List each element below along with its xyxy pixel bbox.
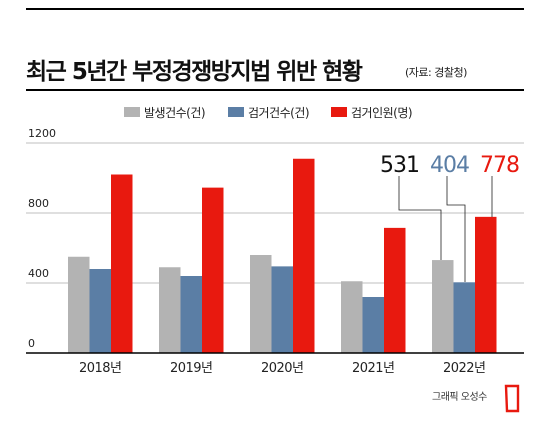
x-tick-label-4: 2021년 bbox=[352, 361, 395, 376]
bar-series1-2022년 bbox=[432, 260, 454, 353]
bar-series2-2020년 bbox=[271, 266, 293, 353]
y-tick-label-2: 400 bbox=[28, 267, 49, 280]
legend-swatch-1 bbox=[124, 107, 140, 117]
chart-title: 최근 5년간 부정경쟁방지법 위반 현황 bbox=[26, 59, 363, 85]
x-tick-label-2: 2019년 bbox=[170, 361, 213, 376]
bar-series3-2020년 bbox=[293, 158, 315, 353]
bar-series1-2018년 bbox=[68, 256, 90, 353]
legend-label-1: 발생건수(건) bbox=[144, 106, 205, 120]
x-tick-label-5: 2022년 bbox=[443, 361, 486, 376]
x-axis-labels: 2018년 2019년 2020년 2021년 2022년 bbox=[79, 361, 486, 376]
bar-series3-2019년 bbox=[202, 187, 224, 353]
x-tick-label-3: 2020년 bbox=[261, 361, 304, 376]
callout-leader-2 bbox=[446, 176, 466, 282]
legend-label-3: 검거인원(명) bbox=[351, 106, 412, 120]
y-axis-labels: 0 400 800 1200 bbox=[28, 127, 56, 350]
bar-series1-2021년 bbox=[341, 281, 363, 353]
callout-value-3: 778 bbox=[480, 153, 519, 178]
title-rule bbox=[26, 89, 524, 91]
bar-series1-2020년 bbox=[250, 255, 272, 353]
bar-series3-2018년 bbox=[111, 174, 133, 353]
legend-item-3: 검거인원(명) bbox=[331, 106, 413, 120]
logo-icon bbox=[504, 384, 520, 413]
bar-series2-2021년 bbox=[362, 297, 384, 353]
graphic-credit: 그래픽 오성수 bbox=[432, 392, 487, 403]
callout-value-1: 531 bbox=[380, 153, 419, 178]
y-tick-label-1: 0 bbox=[28, 337, 35, 350]
bar-series2-2019년 bbox=[180, 276, 202, 353]
y-tick-label-4: 1200 bbox=[28, 127, 56, 140]
bar-series1-2019년 bbox=[159, 267, 181, 353]
legend-item-1: 발생건수(건) bbox=[124, 106, 206, 120]
x-tick-label-1: 2018년 bbox=[79, 361, 122, 376]
y-tick-label-3: 800 bbox=[28, 197, 49, 210]
callout-value-2: 404 bbox=[430, 153, 469, 178]
bar-series2-2018년 bbox=[89, 269, 111, 353]
source-note: (자료: 경찰청) bbox=[405, 66, 467, 79]
legend-swatch-3 bbox=[331, 107, 347, 117]
callout-leader-1 bbox=[398, 176, 442, 260]
legend: 발생건수(건) 검거건수(건) 검거인원(명) bbox=[124, 106, 413, 120]
bar-series2-2022년 bbox=[453, 282, 475, 353]
bar-series3-2021년 bbox=[384, 227, 406, 353]
legend-label-2: 검거건수(건) bbox=[248, 106, 309, 120]
legend-item-2: 검거건수(건) bbox=[228, 106, 310, 120]
callouts: 531 404 778 bbox=[380, 153, 520, 282]
top-rule bbox=[26, 8, 524, 10]
bars bbox=[68, 158, 497, 353]
bar-series3-2022년 bbox=[475, 216, 497, 353]
legend-swatch-2 bbox=[228, 107, 244, 117]
